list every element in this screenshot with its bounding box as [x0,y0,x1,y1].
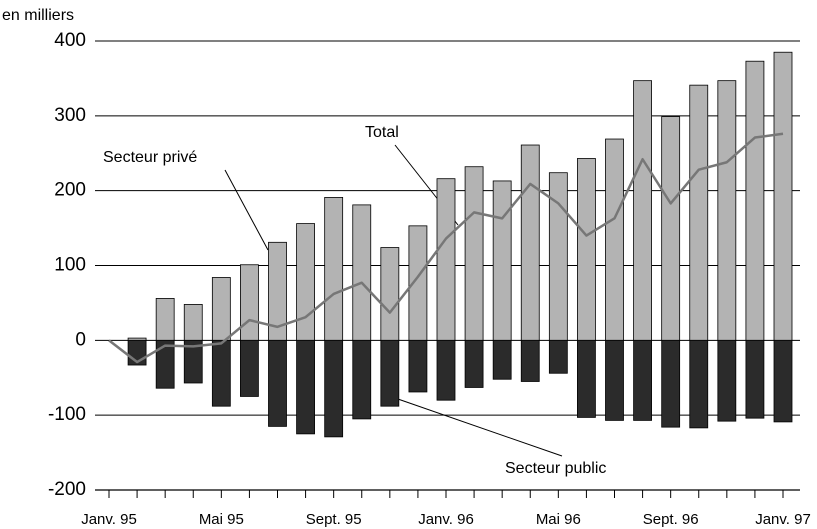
series-label: Secteur privé [103,149,197,166]
bar [155,339,175,389]
bar [352,204,372,341]
leader-line [394,397,563,457]
bar [211,277,231,341]
bar [464,339,484,388]
y-tick-label: -200 [48,479,86,500]
bar [520,144,540,341]
bar [633,339,652,421]
bar [408,339,428,393]
x-tick-label: Sept. 96 [643,511,699,528]
bar [296,339,315,435]
bar [324,339,344,438]
x-tick-label: Janv. 96 [418,511,474,528]
x-tick-label: Sept. 95 [306,511,362,528]
bar [661,116,681,341]
bar [745,339,765,419]
bar [492,180,512,341]
bar [183,304,203,341]
y-tick-label: 0 [75,329,86,350]
leader-line [224,169,269,251]
bar [577,339,596,418]
bar [240,264,259,341]
y-tick-label: -100 [48,404,86,425]
bar [633,80,652,341]
bar [155,298,175,341]
y-tick-label: 400 [54,30,86,51]
bar [268,339,287,427]
bar [717,339,737,422]
bar [689,84,709,341]
bar [689,339,709,429]
bar [773,51,793,341]
series-label: Secteur public [505,460,606,477]
series-label: Total [365,124,399,141]
bar [240,339,259,397]
bar [577,158,596,341]
x-tick-label: Janv. 97 [755,511,811,528]
bar [492,339,512,380]
line [108,132,784,364]
y-tick-label: 200 [54,180,86,201]
x-tick-label: Mai 96 [536,511,581,528]
bar [324,197,344,341]
x-tick-label: Mai 95 [199,511,244,528]
bar [296,223,315,341]
unit-label: en milliers [2,7,74,24]
bar [605,339,624,421]
y-tick-label: 100 [54,255,86,276]
bar [183,339,203,384]
bar [380,247,400,341]
bar [717,80,737,341]
bar [605,138,624,341]
bar [436,178,456,341]
x-tick-label: Janv. 95 [81,511,137,528]
bar [745,60,765,341]
bar [548,339,568,374]
bar [352,339,372,420]
bar [211,339,231,407]
bar [773,339,793,423]
y-tick-label: 300 [54,105,86,126]
bar [464,166,484,341]
bar [436,339,456,401]
bar [661,339,681,428]
bar [380,339,400,407]
bar [520,339,540,382]
